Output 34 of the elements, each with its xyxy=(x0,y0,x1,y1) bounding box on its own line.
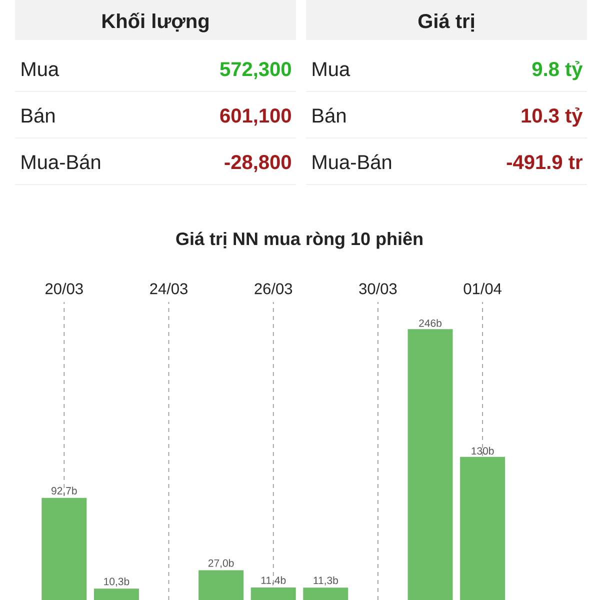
data-label: 10,3b xyxy=(104,578,130,586)
x-tick-label: 24/03 xyxy=(150,282,188,294)
category-label: Mua xyxy=(22,62,60,76)
bar xyxy=(303,588,348,600)
bar xyxy=(250,587,296,600)
data-label: 11,4b xyxy=(261,576,286,586)
chart-title: Giá trị NN mua ròng 10 phiên xyxy=(176,232,422,249)
category-label: Bán xyxy=(312,108,346,123)
x-tick-label: 26/03 xyxy=(254,282,292,294)
bar xyxy=(460,456,506,600)
text: 572,300 xyxy=(220,62,291,80)
data-label: 246b xyxy=(419,319,442,327)
category-label: Mua-Bán xyxy=(312,154,392,170)
category-label: Mua xyxy=(312,62,350,76)
x-tick-label: 30/03 xyxy=(359,282,397,294)
text: 601,100 xyxy=(220,108,291,126)
x-tick-label: 01/04 xyxy=(464,282,502,294)
text: -491.9 tr xyxy=(506,155,582,170)
x-tick-label: 20/03 xyxy=(46,282,83,294)
bar xyxy=(408,329,453,600)
text: Khối lượng xyxy=(102,12,208,32)
bar xyxy=(198,570,244,600)
category-label: Bán xyxy=(22,108,54,123)
text: 9.8 tỷ xyxy=(532,61,583,80)
category-label: Mua-Bán xyxy=(22,154,100,170)
text: -28,800 xyxy=(224,155,291,172)
text: 10.3 tỷ xyxy=(522,108,583,127)
data-label: 92,7b xyxy=(52,486,77,496)
data-label: 27,0b xyxy=(208,559,234,568)
text: Giá trị xyxy=(418,13,474,32)
data-label: 130b xyxy=(472,446,494,455)
bar xyxy=(94,588,139,600)
data-label: 11,3b xyxy=(314,576,338,586)
bar xyxy=(42,498,87,600)
